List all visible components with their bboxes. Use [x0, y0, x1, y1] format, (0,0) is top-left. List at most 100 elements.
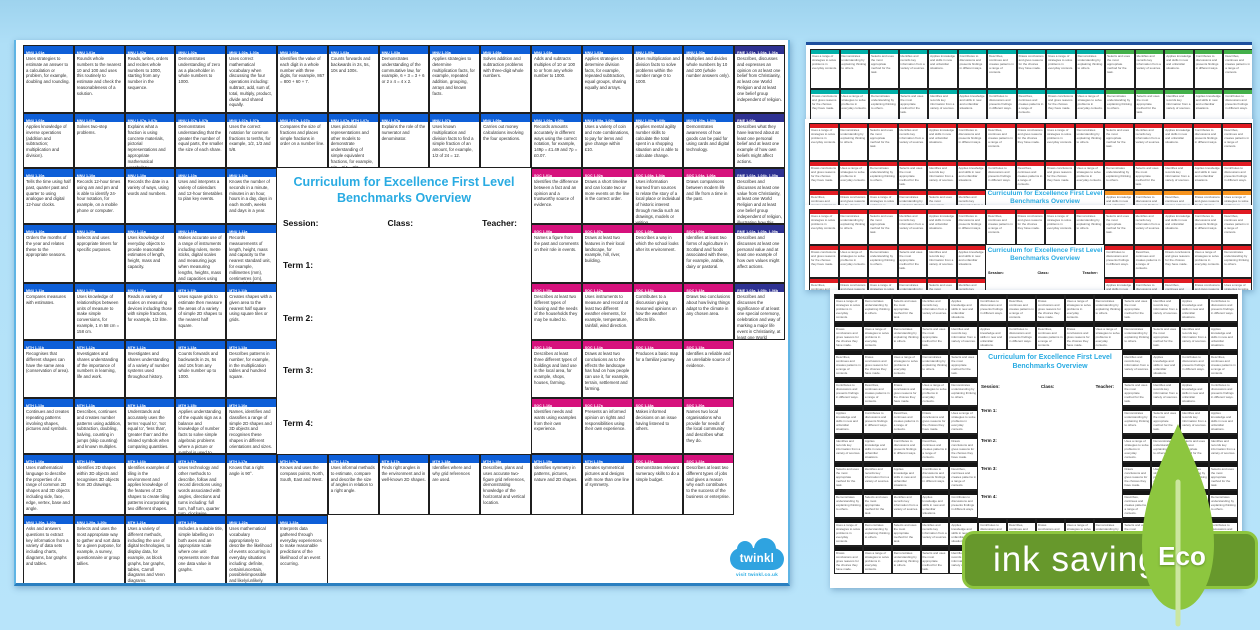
benchmark-code-bar: MNU 1-09a [481, 114, 530, 122]
benchmark-code: SOC 1-14a [584, 346, 603, 349]
benchmark-text: Describes, continues and creates pattern… [1018, 94, 1044, 114]
benchmark-code-bar: MTH 1-16a [74, 455, 124, 463]
title-block: Curriculum for Excellence First Level Ben… [986, 190, 1104, 206]
benchmark-text: Uses knowledge of relationships between … [76, 294, 120, 334]
twinkl-logo: twinkl visit twinkl.co.uk [728, 538, 786, 578]
benchmark-text: Investigates and shares understanding of… [127, 351, 170, 380]
benchmark-text: Asks and answers questions to extract ke… [26, 526, 69, 566]
benchmark-cell: MTH 1-17aDemonstrates understanding by e… [1122, 406, 1152, 434]
benchmark-code-bar: RME 1-04a [1105, 124, 1133, 128]
benchmark-cell: SOC 1-16a Identifies needs and wants usin… [530, 398, 582, 454]
benchmark-code-bar: MTH 1-17a [863, 435, 891, 439]
term-2-label: Term 2: [283, 313, 314, 323]
benchmark-text: Selects and uses the most appropriate me… [899, 166, 923, 186]
class-label: Class: [1037, 271, 1049, 275]
benchmark-code-bar: SOC 1-08a [921, 407, 949, 411]
benchmark-code: SOC 1-12b [635, 289, 654, 292]
benchmark-cell: MTH 1-17a Finds right angles in the envir… [378, 454, 430, 515]
benchmark-text: Makes informed decisions on an issue hav… [635, 409, 677, 432]
benchmark-text: Draws conclusions and gives reasons for … [1017, 214, 1043, 230]
benchmark-text: Draws conclusions and gives reasons for … [836, 327, 859, 347]
benchmark-cell: MNU 1-01aApplies knowledge and skills in… [1163, 209, 1193, 245]
benchmark-cell: SOC 1-13aContributes to discussions and … [949, 490, 979, 518]
benchmark-text: Applies knowledge and skills in new and … [951, 299, 974, 319]
benchmark-cell: MTH 1-17a Knows that a right angle is 90°… [226, 454, 277, 515]
benchmark-cell: SOC 1-17a Presents an informed opinion on… [581, 398, 633, 454]
benchmark-text: Uses a range of strategies to solve prob… [1048, 54, 1074, 70]
benchmark-code-bar: MTH 1-07b [921, 295, 949, 299]
benchmark-code-bar: MNU 1-10a [863, 323, 891, 327]
benchmark-text: Investigates and shares understanding of… [76, 351, 119, 380]
benchmark-cell: MNU 1-03aDescribes, continues and create… [1222, 123, 1252, 161]
benchmark-code-bar: SOC 1-12a [582, 284, 632, 292]
benchmark-text: Applies knowledge and skills in new and … [929, 128, 955, 144]
benchmark-text: Identifies where and why grid references… [432, 465, 471, 482]
benchmark-text: Describes, continues and creates pattern… [1211, 355, 1236, 375]
benchmark-code-bar: MNU 1-09a, 1-09b [684, 114, 734, 122]
benchmark-code: SOC 1-16a [533, 404, 552, 407]
benchmark-cell: MNU 1-03a Uses multiplication and divisio… [632, 45, 684, 113]
benchmark-code-bar: SOC 1-16a [531, 399, 581, 407]
benchmark-code-bar: MTH 1-07b [921, 547, 949, 551]
benchmark-code: MNU 1-02a [279, 51, 299, 54]
benchmark-cell: MTH 1-17aDraws conclusions and gives rea… [838, 190, 869, 206]
benchmark-cell: MNU 1-07a, 1-07b Uses the correct notatio… [226, 113, 277, 168]
benchmark-code-bar: MNU 1-03a [328, 46, 378, 54]
benchmark-cell: MNU 1-03aDraws conclusions and gives rea… [891, 378, 921, 406]
benchmark-text: Identifies symmetry in patterns, picture… [533, 465, 578, 482]
benchmark-code-bar: MNU 1-01a [1047, 90, 1075, 94]
benchmark-text: Demonstrates understanding by explaining… [1124, 327, 1150, 343]
benchmark-text: Identifies and records key information f… [1135, 214, 1161, 230]
benchmark-code-bar: MNU 1-02a [863, 463, 891, 467]
benchmark-code-bar: MNU 1-03a [869, 210, 897, 214]
benchmark-text: Describes, continues and creates pattern… [1225, 54, 1250, 74]
benchmark-code-bar: MNU 1-09a [1164, 191, 1192, 195]
benchmark-code-bar: MNU 1-10a [957, 124, 986, 128]
benchmark-cell: MNU 1-10aDraws conclusions and gives rea… [1122, 462, 1152, 490]
benchmark-code: MNU 1-10a [26, 174, 45, 177]
benchmark-text: Selects and uses the most appropriate me… [836, 467, 859, 487]
benchmark-code: MNU 1-01a [26, 51, 45, 54]
benchmark-code: MTH 1-21a [178, 521, 197, 524]
benchmark-code-bar: SOC 1-08a [633, 225, 683, 233]
benchmark-cell: MNU 1-09aApplies knowledge and skills in… [927, 123, 957, 161]
benchmark-code-bar: MTH 1-21a [125, 516, 175, 524]
benchmark-code: RME 1-01a, 1-04a, 1-06a [737, 51, 778, 54]
benchmark-text: Describes a way in which the school look… [635, 235, 679, 252]
benchmark-text: Describes, continues and creates pattern… [836, 355, 861, 375]
benchmark-code-bar: SOC 1-13a [928, 162, 956, 166]
benchmark-cell: MNU 1-20aDescribes, continues and create… [920, 434, 950, 462]
preview-page-teal-green[interactable]: MNU 1-01a Uses a range of strategies to s… [806, 42, 1252, 120]
benchmark-code-bar: MNU 1-09a [1164, 162, 1192, 166]
benchmark-code-bar: MNU 1-01a [811, 50, 839, 54]
benchmark-code-bar: SOC 1-08a [1017, 50, 1046, 54]
benchmark-text: Selects and uses the most appropriate me… [893, 299, 917, 319]
benchmark-code: SOC 1-21a [635, 460, 654, 463]
benchmark-cell: MNU 1-02aUses a range of strategies to s… [1192, 245, 1223, 278]
benchmark-cell: MNU 1-20aIdentifies and records key info… [1133, 209, 1164, 245]
benchmark-text: Selects and uses the most appropriate wa… [76, 526, 121, 566]
benchmark-code-bar: MNU 1-02a [863, 379, 891, 383]
benchmark-cell: MTH 1-15b Applies understanding of the eq… [175, 398, 227, 454]
benchmark-cell: MTH 1-17aDemonstrates understanding by e… [1093, 294, 1123, 322]
benchmark-code-bar: MNU 1-02a [863, 547, 891, 551]
benchmark-text: Identifies and records key information f… [1136, 54, 1162, 70]
benchmark-cell: MNU 1-20aDescribes, continues and create… [1015, 161, 1046, 190]
benchmark-code-bar: MTH 1-17a [863, 351, 891, 355]
benchmark-code-bar: MTH 1-16a [227, 399, 276, 407]
benchmark-text: Describes at least two different types o… [533, 294, 578, 323]
benchmark-cell: MNU 1-01aDraws conclusions and gives rea… [1045, 161, 1075, 190]
benchmark-text: Draws conclusions and gives reasons for … [864, 355, 888, 375]
main-benchmark-page[interactable]: MNU 1-01a Uses strategies to estimate an … [14, 40, 790, 586]
benchmark-cell: MTH 1-17a Uses informal methods to estima… [327, 454, 379, 515]
benchmark-text: Applies knowledge and skills in new and … [1106, 283, 1132, 290]
benchmark-cell: MNU 1-07b Uses known multiplication and d… [429, 113, 481, 168]
